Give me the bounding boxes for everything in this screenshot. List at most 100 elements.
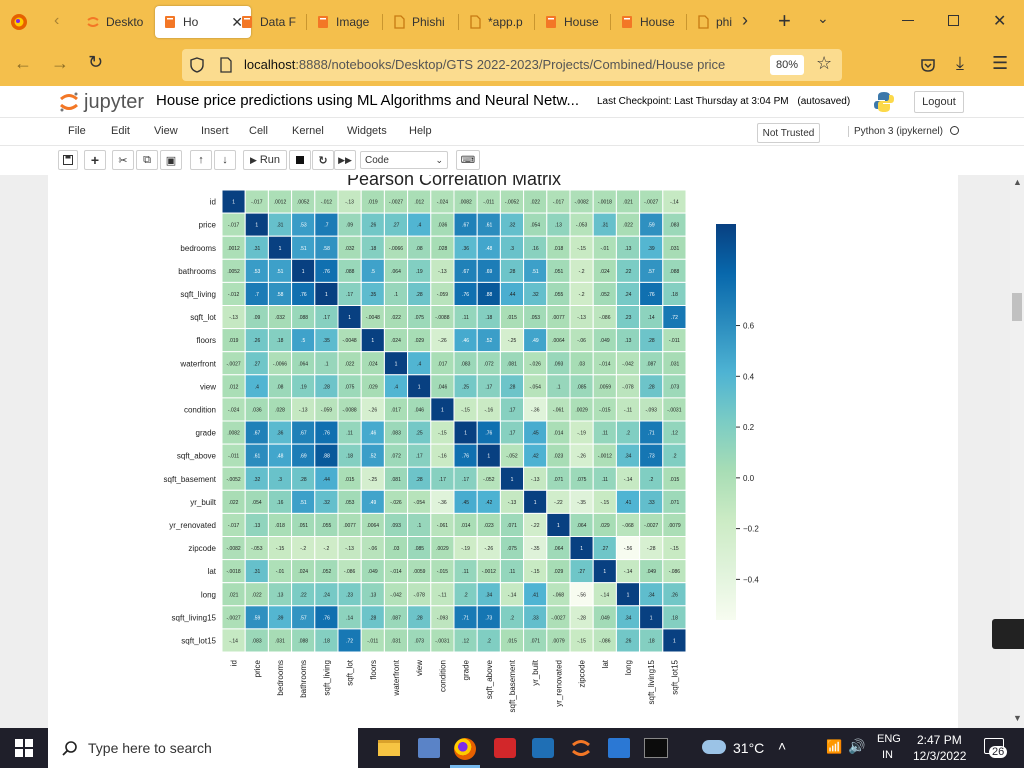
logout-button[interactable]: Logout xyxy=(914,91,964,113)
save-button[interactable] xyxy=(58,150,78,170)
row-label: grade xyxy=(196,429,217,438)
colorbar-tick-label: −0.2 xyxy=(743,525,759,534)
cell-value-label: .14 xyxy=(346,615,353,621)
menu-help[interactable]: Help xyxy=(409,125,432,137)
move-down-button[interactable]: ↓ xyxy=(214,150,236,170)
taskbar-firefox-icon[interactable] xyxy=(454,738,476,760)
tab-house-price[interactable]: Ho ✕ xyxy=(155,6,251,38)
cell-value-label: .36 xyxy=(277,431,284,437)
taskbar-search-box[interactable]: Type here to search xyxy=(48,728,358,768)
shield-icon[interactable] xyxy=(190,57,204,73)
tab-desktop[interactable]: Deskto xyxy=(86,6,150,38)
download-icon[interactable]: ⤓ xyxy=(956,53,964,73)
clock-date[interactable]: 12/3/2022 xyxy=(913,749,967,763)
copy-button[interactable]: ⧉ xyxy=(136,150,158,170)
tab-data[interactable]: Data F xyxy=(240,6,304,38)
tab-list-chevron-down-icon[interactable]: ⌄ xyxy=(817,10,829,26)
scroll-up-icon[interactable]: ▲ xyxy=(1013,177,1022,187)
page-icon[interactable] xyxy=(220,57,232,73)
menu-cell[interactable]: Cell xyxy=(249,125,268,137)
minimize-icon[interactable] xyxy=(902,20,914,21)
cell-value-label: .046 xyxy=(414,407,424,413)
taskbar-jupyter-icon[interactable] xyxy=(570,737,592,759)
tab-phi[interactable]: phi xyxy=(696,6,736,38)
cell-value-label: -.0012 xyxy=(598,454,612,460)
new-tab-icon[interactable]: + xyxy=(778,8,791,33)
clock-time[interactable]: 2:47 PM xyxy=(917,733,962,747)
cell-value-label: .26 xyxy=(253,338,260,344)
cell-value-label: .27 xyxy=(253,361,260,367)
scrollbar-thumb[interactable] xyxy=(1012,293,1022,321)
language-bottom[interactable]: IN xyxy=(882,749,893,761)
jupyter-logo[interactable]: jupyter xyxy=(58,90,144,114)
notebook-title[interactable]: House price predictions using ML Algorit… xyxy=(156,92,579,109)
taskbar-vscode-icon[interactable] xyxy=(532,738,554,758)
maximize-icon[interactable] xyxy=(948,15,959,26)
restart-run-all-button[interactable]: ▶▶ xyxy=(334,150,356,170)
tab-phishing[interactable]: Phishi xyxy=(392,6,456,38)
window-close-icon[interactable]: ✕ xyxy=(993,13,1007,30)
cell-type-select[interactable]: Code ⌄ xyxy=(360,151,448,169)
restart-button[interactable]: ↻ xyxy=(312,150,334,170)
windows-start-icon[interactable] xyxy=(15,739,33,757)
cell-value-label: -.086 xyxy=(599,638,611,644)
interrupt-button[interactable] xyxy=(289,150,311,170)
url-text[interactable]: localhost:8888/notebooks/Desktop/GTS 202… xyxy=(244,57,764,75)
insert-cell-button[interactable]: + xyxy=(84,150,106,170)
tab-separator xyxy=(610,14,611,30)
zoom-level[interactable]: 80% xyxy=(770,55,804,75)
column-label: lat xyxy=(601,659,610,668)
tab-separator xyxy=(458,14,459,30)
tab-scroll-left-icon[interactable]: ‹ xyxy=(54,12,60,29)
tab-house-2[interactable]: House xyxy=(544,6,608,38)
cell-value-label: .052 xyxy=(322,569,332,575)
tab-separator xyxy=(686,14,687,30)
hamburger-menu-icon[interactable]: ☰ xyxy=(992,53,1009,73)
taskbar-file-explorer-icon[interactable] xyxy=(378,740,400,756)
menu-kernel[interactable]: Kernel xyxy=(292,125,324,137)
language-top[interactable]: ENG xyxy=(877,733,901,745)
menu-view[interactable]: View xyxy=(154,125,178,137)
notification-count[interactable]: 26 xyxy=(989,746,1008,758)
page-scrollbar[interactable]: ▲ ▼ xyxy=(1010,175,1024,728)
taskbar-terminal-icon[interactable] xyxy=(644,738,668,758)
pocket-icon[interactable] xyxy=(920,57,936,73)
move-up-button[interactable]: ↑ xyxy=(190,150,212,170)
menu-widgets[interactable]: Widgets xyxy=(347,125,387,137)
not-trusted-button[interactable]: Not Trusted xyxy=(757,123,820,143)
menu-insert[interactable]: Insert xyxy=(201,125,229,137)
column-label: price xyxy=(253,659,262,677)
menu-file[interactable]: File xyxy=(68,125,86,137)
bookmark-star-icon[interactable]: ☆ xyxy=(816,53,833,73)
tab-image[interactable]: Image xyxy=(316,6,380,38)
forward-arrow-icon[interactable]: → xyxy=(51,53,69,73)
tab-app[interactable]: *app.p xyxy=(468,6,532,38)
cell-value-label: .051 xyxy=(298,523,308,529)
weather-cloud-icon[interactable] xyxy=(702,740,726,754)
taskbar-network-app-icon[interactable] xyxy=(418,738,440,758)
close-icon[interactable]: ✕ xyxy=(231,13,243,30)
reload-icon[interactable]: ↻ xyxy=(88,52,104,72)
command-palette-button[interactable]: ⌨ xyxy=(456,150,480,170)
tab-scroll-right-icon[interactable]: › xyxy=(742,10,748,30)
cell-value-label: .049 xyxy=(600,615,610,621)
speaker-icon[interactable]: 🔊 xyxy=(848,738,866,754)
taskbar-recorder-icon[interactable] xyxy=(494,738,516,758)
snip-tool-icon[interactable] xyxy=(992,619,1024,649)
firefox-icon[interactable] xyxy=(10,13,28,31)
taskbar-photos-icon[interactable] xyxy=(608,738,630,758)
network-icon[interactable]: 📶 xyxy=(826,739,843,754)
url-bar[interactable]: localhost:8888/notebooks/Desktop/GTS 202… xyxy=(182,49,842,81)
cell-value-label: -.11 xyxy=(438,592,446,598)
scroll-down-icon[interactable]: ▼ xyxy=(1013,713,1022,723)
cell-value-label: .073 xyxy=(414,638,424,644)
cut-button[interactable]: ✂ xyxy=(112,150,134,170)
cell-value-label: .31 xyxy=(601,223,608,229)
tab-house-3[interactable]: House xyxy=(620,6,684,38)
back-arrow-icon[interactable]: ← xyxy=(14,53,32,73)
run-button[interactable]: ▶ Run xyxy=(243,150,287,170)
menu-edit[interactable]: Edit xyxy=(111,125,130,137)
weather-temperature[interactable]: 31°C xyxy=(733,740,765,756)
paste-button[interactable]: ▣ xyxy=(160,150,182,170)
system-tray-chevron-up-icon[interactable]: ˄ xyxy=(778,738,787,754)
